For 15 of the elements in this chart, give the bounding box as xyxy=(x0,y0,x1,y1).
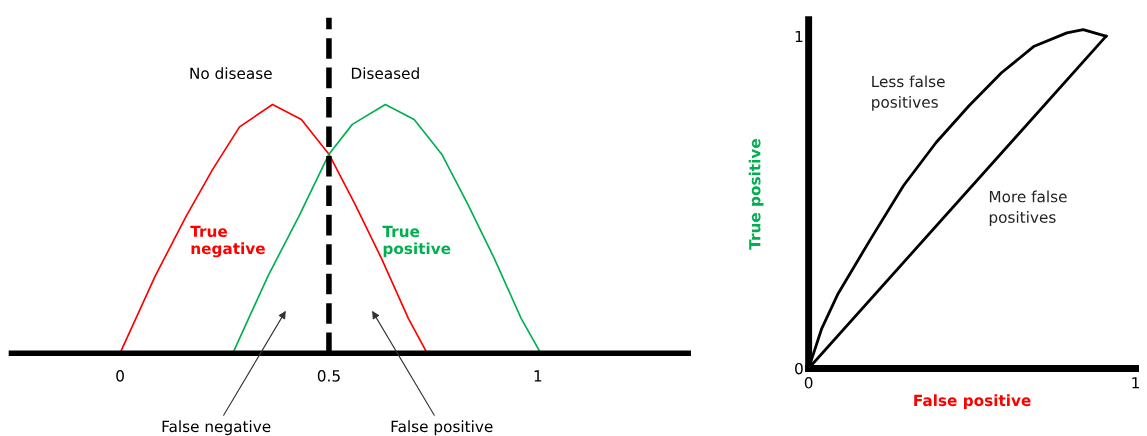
text: False negative xyxy=(162,420,271,436)
x-tick-label: 0 xyxy=(116,370,124,382)
y-axis-title: True positive xyxy=(748,139,764,250)
annotation: More false positives xyxy=(989,190,1067,226)
annotation: Less false positives xyxy=(872,75,945,111)
x-tick-label: 1 xyxy=(1132,377,1139,389)
annotation: True negative xyxy=(190,225,265,258)
text: False positive xyxy=(391,420,493,436)
text: Diseased xyxy=(351,67,419,80)
x-tick-label: 0 xyxy=(804,377,813,389)
x-tick-label: 0.5 xyxy=(317,370,340,382)
series-label: No disease xyxy=(190,67,272,80)
annotation: True positive xyxy=(382,225,451,258)
x-axis-title: False positive xyxy=(914,394,1031,410)
x-tick-label: 1 xyxy=(534,370,542,382)
